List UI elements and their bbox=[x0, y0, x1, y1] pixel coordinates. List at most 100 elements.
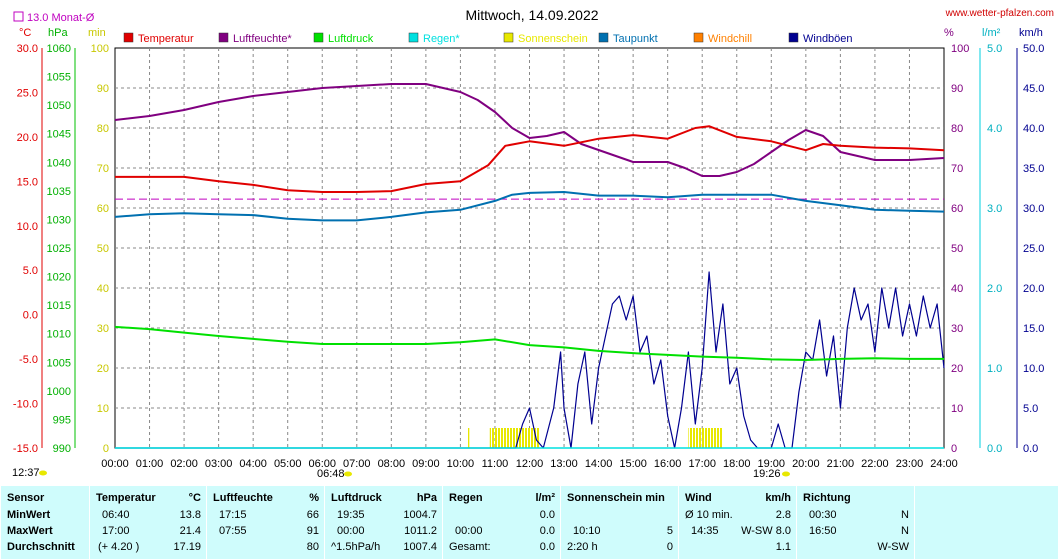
rain-axis-tick-1: 4.0 bbox=[987, 123, 1002, 135]
dir-title: Richtung bbox=[803, 492, 851, 504]
sun-avg-value: 0 bbox=[666, 541, 673, 553]
sunset-time: 19:26 bbox=[753, 468, 781, 480]
legend-label-5: Taupunkt bbox=[613, 33, 658, 45]
pct-axis-tick-4: 60 bbox=[951, 203, 963, 215]
wind-axis-tick-1: 45.0 bbox=[1023, 83, 1044, 95]
stats-col-rain: Regen l/m² 0.0 00:00 0.0 Gesamt: 0.0 bbox=[442, 486, 561, 559]
x-tick-5: 05:00 bbox=[274, 458, 302, 470]
hum-max-time: 07:55 bbox=[219, 525, 247, 537]
statistics-panel: Sensor MinWert MaxWert Durchschnitt Temp… bbox=[0, 486, 1058, 559]
monthly-avg-icon bbox=[13, 11, 24, 22]
stats-sensor-header: Sensor bbox=[7, 492, 45, 504]
hum-min-time: 17:15 bbox=[219, 509, 247, 521]
monthly-avg-label: 13.0 Monat-Ø bbox=[27, 12, 95, 24]
sun-max-time: 10:10 bbox=[573, 525, 601, 537]
temp-avg-value: 17.19 bbox=[173, 541, 201, 553]
legend-label-1: Luftfeuchte* bbox=[233, 33, 292, 45]
pct-axis-tick-0: 100 bbox=[951, 43, 969, 55]
min-axis-tick-8: 20 bbox=[97, 363, 109, 375]
temp-axis-tick-8: -10.0 bbox=[13, 399, 38, 411]
pct-axis-tick-7: 30 bbox=[951, 323, 963, 335]
min-axis-tick-1: 90 bbox=[97, 83, 109, 95]
dir-min-time: 00:30 bbox=[809, 509, 837, 521]
website-link[interactable]: www.wetter-pfalzen.com bbox=[945, 8, 1054, 19]
pct-axis-tick-2: 80 bbox=[951, 123, 963, 135]
legend-label-4: Sonnenschein bbox=[518, 33, 588, 45]
pct-axis-tick-10: 0 bbox=[951, 443, 957, 455]
stats-col-empty bbox=[914, 486, 1058, 559]
sunrise-icon bbox=[344, 471, 352, 477]
x-tick-14: 14:00 bbox=[585, 458, 613, 470]
legend-label-2: Luftdruck bbox=[328, 33, 374, 45]
stats-min-label: MinWert bbox=[7, 509, 51, 521]
hum-avg-value: 80 bbox=[306, 541, 319, 553]
legend-swatch-0 bbox=[123, 32, 134, 43]
temp-avg-diff: (+ 4.20 ) bbox=[98, 541, 140, 553]
sun-title: Sonnenschein min bbox=[567, 492, 665, 504]
x-tick-6: 06:00 bbox=[308, 458, 336, 470]
dir-max-value: N bbox=[901, 525, 909, 537]
press-max-time: 00:00 bbox=[337, 525, 365, 537]
min-axis-tick-0: 100 bbox=[91, 43, 109, 55]
x-tick-13: 13:00 bbox=[550, 458, 578, 470]
pct-axis-tick-6: 40 bbox=[951, 283, 963, 295]
x-tick-19: 19:00 bbox=[758, 458, 786, 470]
temp-min-time: 06:40 bbox=[102, 509, 130, 521]
unit-min: min bbox=[88, 27, 106, 39]
unit-rain: l/m² bbox=[982, 27, 1001, 39]
rain-unit: l/m² bbox=[535, 492, 555, 504]
press-axis-tick-4: 1040 bbox=[47, 157, 71, 169]
series-temperatur bbox=[115, 125, 945, 193]
wind-title: Wind bbox=[685, 492, 712, 504]
sun-peak-icon bbox=[39, 470, 47, 476]
rain-axis-tick-0: 5.0 bbox=[987, 43, 1002, 55]
temp-axis-tick-6: 0.0 bbox=[23, 310, 38, 322]
wind-max-time: 14:35 bbox=[691, 525, 719, 537]
legend-label-6: Windchill bbox=[708, 33, 752, 45]
x-tick-12: 12:00 bbox=[516, 458, 544, 470]
press-axis-tick-6: 1030 bbox=[47, 214, 71, 226]
temp-axis-tick-7: -5.0 bbox=[19, 354, 38, 366]
stats-col-sunshine: Sonnenschein min 10:10 5 2:20 h 0 bbox=[560, 486, 679, 559]
x-tick-3: 03:00 bbox=[205, 458, 233, 470]
press-axis-tick-5: 1035 bbox=[47, 186, 71, 198]
press-axis-tick-13: 995 bbox=[53, 414, 71, 426]
pct-axis-tick-9: 10 bbox=[951, 403, 963, 415]
press-min-time: 19:35 bbox=[337, 509, 365, 521]
legend-swatch-6 bbox=[693, 32, 704, 43]
wind-unit: km/h bbox=[765, 492, 791, 504]
rain-axis-tick-5: 0.0 bbox=[987, 443, 1002, 455]
pct-axis-tick-8: 20 bbox=[951, 363, 963, 375]
temp-title: Temperatur bbox=[96, 492, 156, 504]
sunrise-time: 06:48 bbox=[317, 468, 345, 480]
temp-min-value: 13.8 bbox=[179, 509, 201, 521]
press-title: Luftdruck bbox=[331, 492, 382, 504]
temp-axis-tick-3: 15.0 bbox=[17, 176, 38, 188]
temp-max-time: 17:00 bbox=[102, 525, 130, 537]
stats-avg-label: Durchschnitt bbox=[7, 541, 75, 553]
wind-axis-tick-0: 50.0 bbox=[1023, 43, 1044, 55]
pct-axis-tick-1: 90 bbox=[951, 83, 963, 95]
temp-axis-tick-4: 10.0 bbox=[17, 221, 38, 233]
dir-min-value: N bbox=[901, 509, 909, 521]
unit-pct: % bbox=[944, 27, 954, 39]
temp-axis-tick-5: 5.0 bbox=[23, 265, 38, 277]
x-tick-17: 17:00 bbox=[688, 458, 716, 470]
wind-axis-tick-7: 15.0 bbox=[1023, 323, 1044, 335]
x-tick-22: 22:00 bbox=[861, 458, 889, 470]
stats-col-wind: Wind km/h Ø 10 min. 2.8 14:35 W-SW 8.0 1… bbox=[678, 486, 797, 559]
x-tick-16: 16:00 bbox=[654, 458, 682, 470]
rain-max-value: 0.0 bbox=[539, 525, 555, 537]
legend-swatch-7 bbox=[788, 32, 799, 43]
press-max-value: 1011.2 bbox=[404, 525, 437, 537]
x-tick-1: 01:00 bbox=[136, 458, 164, 470]
rain-axis-tick-4: 1.0 bbox=[987, 363, 1002, 375]
wind-min-value: 2.8 bbox=[775, 509, 791, 521]
x-tick-23: 23:00 bbox=[896, 458, 924, 470]
press-axis-tick-8: 1020 bbox=[47, 272, 71, 284]
legend-label-7: Windböen bbox=[803, 33, 853, 45]
x-tick-8: 08:00 bbox=[378, 458, 406, 470]
press-axis-tick-10: 1010 bbox=[47, 329, 71, 341]
unit-wind: km/h bbox=[1019, 27, 1043, 39]
rain-min-value: 0.0 bbox=[539, 509, 555, 521]
